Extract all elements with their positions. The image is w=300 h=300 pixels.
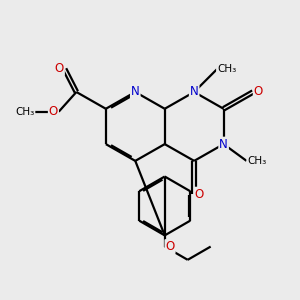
Text: CH₃: CH₃ [247,156,266,166]
Text: CH₃: CH₃ [217,64,236,74]
Text: O: O [55,62,64,75]
Text: O: O [254,85,263,98]
Text: N: N [219,138,228,151]
Text: N: N [131,85,140,98]
Text: O: O [49,105,58,118]
Text: O: O [165,240,175,253]
Text: CH₃: CH₃ [15,107,34,117]
Text: O: O [195,188,204,201]
Text: N: N [190,85,199,98]
